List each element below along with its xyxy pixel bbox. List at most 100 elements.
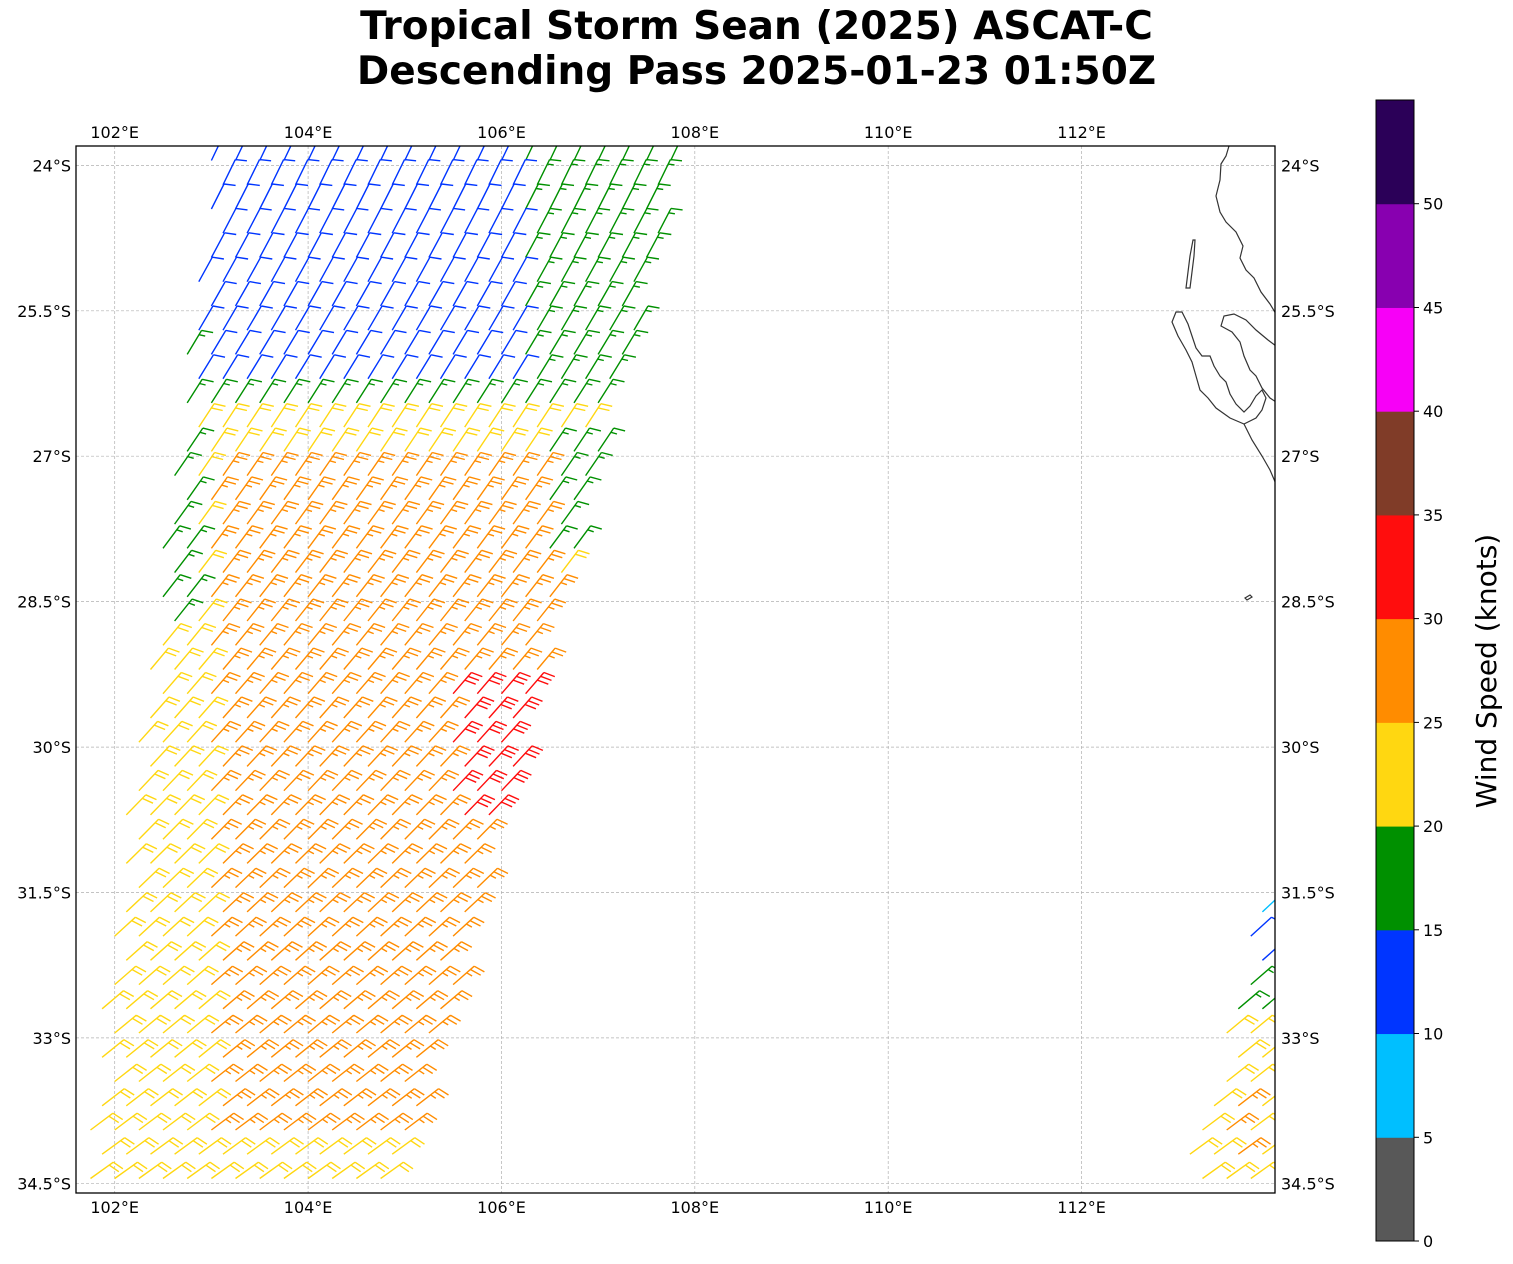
wind-barb <box>597 232 624 258</box>
wind-barb <box>295 892 327 913</box>
wind-barb <box>415 1088 449 1107</box>
wind-barb <box>536 500 566 525</box>
wind-barb <box>404 720 435 743</box>
wind-barb <box>367 1088 401 1107</box>
wind-barb <box>331 232 358 258</box>
wind-barb <box>114 1063 147 1083</box>
wind-barb <box>367 403 395 428</box>
wind-barb <box>246 745 278 767</box>
wind-barb <box>476 818 508 840</box>
wind-barb <box>319 451 347 476</box>
wind-barb <box>162 769 194 792</box>
wind-barb <box>597 146 606 161</box>
wind-barb <box>319 403 347 428</box>
wind-barb <box>439 305 467 331</box>
wind-barb <box>452 818 484 840</box>
wind-barb <box>1226 1112 1260 1131</box>
colorbar-tick-label: 40 <box>1423 402 1443 421</box>
wind-barb <box>512 647 543 670</box>
wind-barb <box>210 720 242 743</box>
wind-barb <box>331 183 357 210</box>
wind-barb <box>428 867 461 889</box>
colorbar-segment <box>1376 826 1414 931</box>
wind-barb <box>415 892 448 913</box>
wind-barb <box>150 990 183 1010</box>
wind-barb <box>1226 1161 1260 1180</box>
wind-barb <box>222 500 251 525</box>
wind-barb <box>633 305 660 331</box>
wind-barb <box>270 647 301 670</box>
wind-barb <box>331 720 363 743</box>
wind-barb <box>259 1063 292 1083</box>
wind-barb <box>355 769 387 792</box>
wind-barb <box>235 1112 269 1131</box>
wind-barb <box>125 843 158 864</box>
wind-barb <box>524 329 552 355</box>
lat-tick-label-right: 28.5°S <box>1281 593 1335 612</box>
wind-barb <box>367 794 399 816</box>
wind-barb <box>222 794 254 816</box>
wind-barb <box>500 671 531 695</box>
wind-barb <box>270 794 302 816</box>
wind-barb <box>307 525 337 549</box>
wind-barb <box>391 500 421 525</box>
wind-barb <box>380 818 412 840</box>
wind-barb <box>222 990 255 1010</box>
wind-barb <box>246 158 272 186</box>
colorbar-tick-label: 30 <box>1423 610 1443 629</box>
wind-barb <box>343 256 370 283</box>
wind-barb <box>404 183 430 210</box>
wind-barb <box>319 598 349 622</box>
wind-barb <box>259 378 287 404</box>
wind-barb <box>294 500 324 525</box>
wind-barb <box>415 158 441 186</box>
wind-barb <box>560 256 587 283</box>
wind-barb <box>270 354 298 380</box>
wind-barb <box>210 183 236 210</box>
wind-barb <box>379 146 389 161</box>
wind-barb <box>125 941 158 961</box>
wind-barb <box>125 794 157 816</box>
wind-barb <box>319 1039 352 1058</box>
wind-barb <box>488 598 518 622</box>
wind-barb <box>1250 916 1275 937</box>
wind-barb <box>307 720 338 743</box>
wind-barb <box>270 843 303 864</box>
wind-barb <box>343 647 374 670</box>
wind-barb <box>295 1039 328 1058</box>
wind-barb <box>439 354 467 380</box>
wind-barb <box>380 476 409 501</box>
wind-barb <box>174 1039 207 1058</box>
wind-barb <box>355 378 383 404</box>
wind-barb <box>488 207 514 234</box>
wind-barb <box>404 378 432 404</box>
wind-barb <box>549 232 575 258</box>
wind-barb <box>380 622 410 646</box>
wind-barb <box>234 183 260 210</box>
lon-tick-label-bottom: 112°E <box>1057 1198 1106 1217</box>
wind-barb <box>380 916 413 937</box>
wind-barb <box>439 403 468 428</box>
wind-barb <box>500 427 529 452</box>
wind-barb <box>246 403 274 428</box>
wind-barb <box>512 696 543 719</box>
wind-barb <box>186 622 217 646</box>
wind-barb <box>488 305 515 331</box>
wind-barb <box>283 476 312 501</box>
wind-barb <box>198 500 227 525</box>
wind-barb <box>331 671 362 695</box>
wind-barb <box>246 207 272 234</box>
wind-barb <box>198 598 228 622</box>
wind-barb <box>404 329 431 355</box>
wind-barb <box>270 941 303 961</box>
wind-barb <box>464 403 492 428</box>
wind-barb <box>633 158 658 186</box>
wind-barb <box>355 671 386 695</box>
wind-barb <box>476 476 505 501</box>
wind-barb <box>391 843 424 864</box>
wind-barb <box>343 549 373 574</box>
wind-barb <box>355 720 387 743</box>
wind-barb <box>415 647 446 670</box>
wind-barb <box>525 574 555 598</box>
wind-barb <box>464 207 490 234</box>
